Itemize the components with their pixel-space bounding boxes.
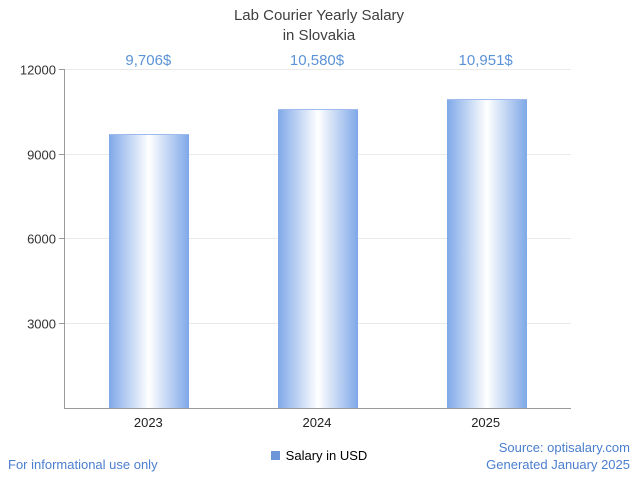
disclaimer-text: For informational use only [8, 457, 158, 472]
legend-swatch-icon [270, 451, 280, 460]
plot-area: 3000 6000 9000 12000 [20, 63, 571, 409]
y-tick-label: 9000 [27, 147, 56, 162]
chart-title-line1: Lab Courier Yearly Salary [233, 7, 405, 24]
y-tick-mark [59, 238, 65, 239]
x-axis-label: 2025 [471, 415, 501, 430]
y-tick-label: 12000 [19, 62, 56, 78]
chart-title: Lab Courier Yearly Salary in Slovakia [0, 6, 638, 45]
x-axis-label: 2023 [133, 415, 163, 430]
bar-2024 [278, 109, 358, 408]
bar-value-label: 10,580$ [289, 52, 345, 69]
bar-value-label: 10,951$ [458, 52, 513, 69]
y-tick-mark [59, 322, 65, 324]
source-info: Source: optisalary.com Generated January… [486, 440, 630, 474]
bar-2025 [446, 98, 527, 408]
legend: Salary in USD [0, 448, 638, 463]
bar-2023 [109, 133, 190, 408]
chart-title-line2: in Slovakia [282, 26, 356, 44]
bar-value-label: 9,706$ [125, 52, 172, 69]
y-tick-label: 6000 [27, 231, 56, 247]
y-tick-mark [59, 69, 65, 70]
gridline [65, 69, 571, 70]
source-text: Source: optisalary.com [498, 440, 630, 456]
y-tick-mark [59, 153, 65, 155]
legend-label: Salary in USD [285, 448, 368, 463]
x-axis-label: 2024 [302, 415, 332, 430]
y-tick-label: 3000 [27, 316, 56, 331]
generated-text: Generated January 2025 [486, 457, 630, 473]
